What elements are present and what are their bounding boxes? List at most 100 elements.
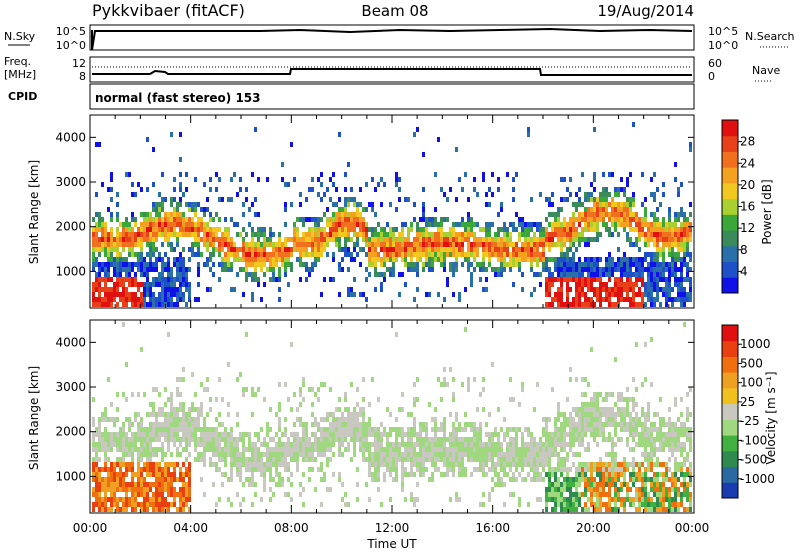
heatmap-cell xyxy=(656,462,659,467)
heatmap-cell xyxy=(593,267,596,272)
heatmap-cell xyxy=(356,427,359,432)
heatmap-cell xyxy=(131,247,134,252)
heatmap-cell xyxy=(290,142,293,147)
heatmap-cell xyxy=(287,447,290,452)
heatmap-cell xyxy=(629,487,632,492)
heatmap-cell xyxy=(605,297,608,302)
heatmap-cell xyxy=(293,447,296,452)
heatmap-cell xyxy=(122,297,125,302)
heatmap-cell xyxy=(308,227,311,232)
heatmap-cell xyxy=(440,232,443,237)
heatmap-cell xyxy=(119,267,122,272)
heatmap-cell xyxy=(164,292,167,297)
heatmap-cell xyxy=(629,497,632,502)
heatmap-cell xyxy=(461,247,464,252)
heatmap-cell xyxy=(659,222,662,227)
heatmap-cell xyxy=(107,287,110,292)
heatmap-cell xyxy=(641,462,644,467)
heatmap-cell xyxy=(302,422,305,427)
heatmap-cell xyxy=(500,237,503,242)
heatmap-cell xyxy=(578,212,581,217)
heatmap-cell xyxy=(587,222,590,227)
heatmap-cell xyxy=(131,292,134,297)
heatmap-cell xyxy=(401,427,404,432)
heatmap-cell xyxy=(140,502,143,507)
heatmap-cell xyxy=(173,437,176,442)
heatmap-cell xyxy=(212,272,215,277)
heatmap-cell xyxy=(344,247,347,252)
heatmap-cell xyxy=(239,462,242,467)
heatmap-cell xyxy=(377,432,380,437)
heatmap-cell xyxy=(629,417,632,422)
heatmap-cell xyxy=(413,252,416,257)
heatmap-cell xyxy=(140,302,143,307)
heatmap-cell xyxy=(392,427,395,432)
heatmap-cell xyxy=(680,257,683,262)
heatmap-cell xyxy=(563,222,566,227)
heatmap-cell xyxy=(206,387,209,392)
heatmap-cell xyxy=(311,242,314,247)
heatmap-cell xyxy=(515,427,518,432)
heatmap-cell xyxy=(548,247,551,252)
heatmap-cell xyxy=(557,477,560,482)
heatmap-cell xyxy=(452,247,455,252)
heatmap-cell xyxy=(641,497,644,502)
heatmap-cell xyxy=(647,237,650,242)
heatmap-cell xyxy=(113,287,116,292)
heatmap-cell xyxy=(392,447,395,452)
heatmap-cell xyxy=(596,232,599,237)
heatmap-cell xyxy=(443,262,446,267)
heatmap-cell xyxy=(572,217,575,222)
heatmap-cell xyxy=(266,237,269,242)
heatmap-cell xyxy=(512,257,515,262)
heatmap-cell xyxy=(353,222,356,227)
heatmap-cell xyxy=(176,297,179,302)
heatmap-cell xyxy=(644,422,647,427)
heatmap-cell xyxy=(203,417,206,422)
heatmap-cell xyxy=(689,267,692,272)
heatmap-cell xyxy=(338,207,341,212)
heatmap-cell xyxy=(515,477,518,482)
heatmap-cell xyxy=(110,442,113,447)
heatmap-cell xyxy=(134,292,137,297)
heatmap-cell xyxy=(662,472,665,477)
heatmap-cell xyxy=(155,237,158,242)
heatmap-cell xyxy=(146,137,149,142)
heatmap-cell xyxy=(662,257,665,262)
heatmap-cell xyxy=(404,472,407,477)
heatmap-cell xyxy=(263,247,266,252)
heatmap-cell xyxy=(104,272,107,277)
heatmap-cell xyxy=(551,237,554,242)
heatmap-cell xyxy=(341,482,344,487)
heatmap-cell xyxy=(392,237,395,242)
heatmap-cell xyxy=(179,492,182,497)
heatmap-cell xyxy=(611,212,614,217)
heatmap-cell xyxy=(392,247,395,252)
heatmap-cell xyxy=(230,472,233,477)
heatmap-cell xyxy=(272,457,275,462)
heatmap-cell xyxy=(155,387,158,392)
heatmap-cell xyxy=(164,467,167,472)
heatmap-cell xyxy=(503,242,506,247)
heatmap-cell xyxy=(200,412,203,417)
heatmap-cell xyxy=(161,277,164,282)
heatmap-cell xyxy=(641,477,644,482)
heatmap-cell xyxy=(476,407,479,412)
heatmap-cell xyxy=(488,467,491,472)
heatmap-cell xyxy=(149,432,152,437)
heatmap-cell xyxy=(434,257,437,262)
heatmap-cell xyxy=(137,392,140,397)
heatmap-cell xyxy=(131,507,134,512)
heatmap-cell xyxy=(185,417,188,422)
heatmap-cell xyxy=(197,262,200,267)
heatmap-cell xyxy=(599,277,602,282)
heatmap-cell xyxy=(260,267,263,272)
heatmap-cell xyxy=(125,452,128,457)
heatmap-cell xyxy=(641,492,644,497)
heatmap-cell xyxy=(599,457,602,462)
heatmap-cell xyxy=(209,427,212,432)
heatmap-cell xyxy=(182,267,185,272)
heatmap-cell xyxy=(347,407,350,412)
heatmap-cell xyxy=(614,487,617,492)
heatmap-cell xyxy=(608,462,611,467)
